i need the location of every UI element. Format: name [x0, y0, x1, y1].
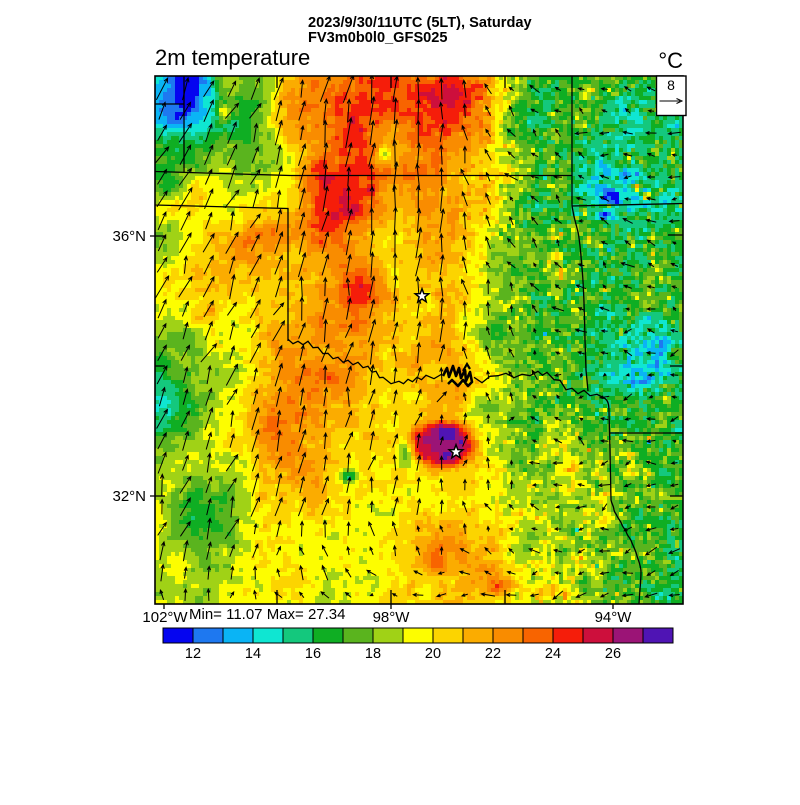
svg-text:2023/9/30/11UTC (5LT), Saturda: 2023/9/30/11UTC (5LT), Saturday — [308, 15, 532, 31]
svg-text:20: 20 — [425, 646, 441, 662]
svg-text:°C: °C — [658, 48, 683, 73]
svg-text:Min= 11.07 Max= 27.34: Min= 11.07 Max= 27.34 — [189, 606, 346, 623]
svg-text:36°N: 36°N — [112, 228, 146, 245]
svg-text:26: 26 — [605, 646, 621, 662]
svg-text:102°W: 102°W — [142, 609, 188, 626]
svg-text:16: 16 — [305, 646, 321, 662]
svg-text:12: 12 — [185, 646, 201, 662]
svg-text:24: 24 — [545, 646, 561, 662]
svg-text:8: 8 — [667, 77, 675, 93]
svg-text:22: 22 — [485, 646, 501, 662]
svg-text:94°W: 94°W — [595, 609, 633, 626]
svg-text:2m temperature: 2m temperature — [155, 45, 310, 70]
svg-text:14: 14 — [245, 646, 261, 662]
svg-text:32°N: 32°N — [112, 488, 146, 505]
svg-text:FV3m0b0l0_GFS025: FV3m0b0l0_GFS025 — [308, 30, 448, 46]
svg-text:98°W: 98°W — [373, 609, 411, 626]
svg-text:18: 18 — [365, 646, 381, 662]
